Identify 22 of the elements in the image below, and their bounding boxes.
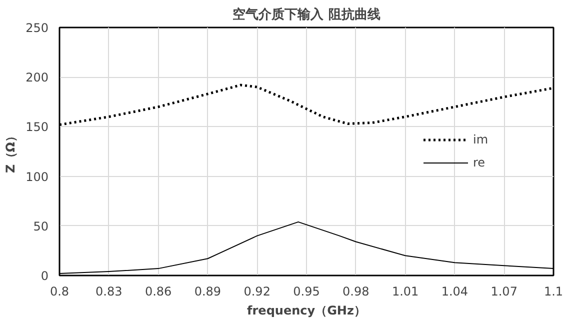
y-tick-label: 250: [26, 21, 48, 35]
y-tick-label: 150: [26, 120, 48, 134]
x-axis-title: frequency（GHz）: [247, 304, 366, 318]
x-tick-label: 0.95: [293, 284, 320, 298]
x-tick-label: 0.98: [342, 284, 370, 298]
legend-label: re: [473, 156, 486, 170]
legend-label: im: [473, 132, 490, 146]
x-tick-label: 0.83: [96, 284, 122, 298]
x-tick-label: 0.92: [244, 284, 270, 298]
x-tick-label: 1.01: [392, 284, 419, 298]
y-tick-label: 100: [26, 170, 48, 184]
y-axis-title: Z（Ω）: [4, 130, 18, 173]
x-tick-label: 0.8: [50, 284, 70, 298]
x-tick-label: 0.89: [194, 284, 222, 298]
x-tick-label: 1.04: [441, 284, 468, 298]
y-tick-label: 50: [33, 219, 49, 234]
y-tick-label: 0: [40, 269, 49, 283]
x-tick-label: 1.07: [490, 284, 518, 298]
y-tick-label: 200: [26, 70, 48, 85]
chart-title: 空气介质下输入 阻抗曲线: [232, 6, 380, 22]
x-tick-label: 1.1: [544, 284, 564, 298]
x-tick-label: 0.86: [144, 284, 172, 298]
